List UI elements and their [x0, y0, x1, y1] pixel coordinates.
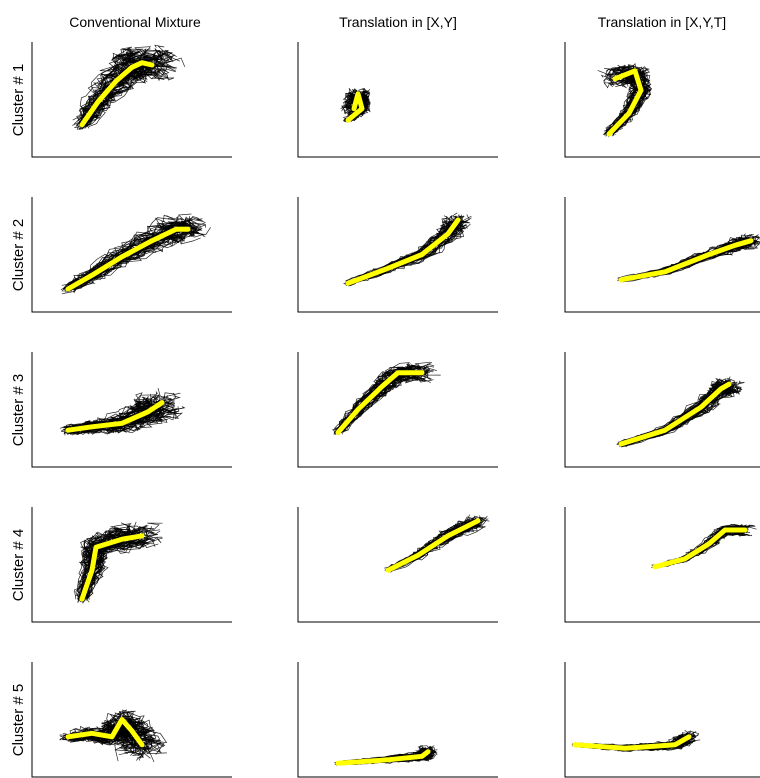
column-title-translation-xy: Translation in [X,Y] [339, 14, 457, 30]
cluster-mean-curve [385, 518, 481, 573]
panel-2-5 [297, 662, 498, 778]
trajectory-curve [78, 51, 141, 123]
panel-1-2 [31, 197, 232, 313]
trajectory-curve [78, 47, 132, 124]
row-label-cluster-3: Cluster # 3 [10, 374, 27, 447]
panel-axes [31, 662, 232, 778]
panel-axes [31, 197, 232, 313]
cluster-mean-curve [335, 749, 431, 766]
row-label-cluster-1: Cluster # 1 [10, 64, 27, 137]
column-title-conventional-mixture: Conventional Mixture [69, 14, 201, 30]
trajectory-curve [68, 220, 189, 288]
trajectory-curve [88, 66, 166, 127]
cluster-mean-curve [65, 400, 165, 433]
cluster-mean-curve [345, 91, 365, 123]
panel-3-4 [564, 507, 760, 623]
panel-axes [297, 42, 498, 158]
column-title-translation-xyt: Translation in [X,Y,T] [598, 14, 726, 30]
panel-1-5 [31, 662, 232, 778]
trajectory-curve [66, 407, 185, 435]
trajectory-curve [74, 227, 211, 289]
trajectory-curve [336, 373, 423, 434]
cluster-mean-curve [335, 370, 425, 435]
row-label-cluster-5: Cluster # 5 [10, 684, 27, 757]
panel-grid [31, 42, 760, 778]
trajectory-curve [84, 543, 159, 603]
trajectory-curve [66, 215, 176, 289]
panel-axes [297, 507, 498, 623]
trajectory-curve [68, 388, 161, 432]
panel-3-1 [564, 42, 760, 158]
trajectory-curve [72, 228, 197, 290]
trajectory-curve [72, 409, 168, 435]
cluster-mean-curve [652, 527, 748, 570]
panel-axes [31, 352, 232, 468]
trajectory-curve [387, 525, 486, 572]
trajectory-curve [72, 48, 144, 121]
cluster-mean-curve [618, 238, 754, 283]
cluster-mean-curve [572, 734, 692, 751]
panel-axes [564, 352, 760, 468]
trajectory-curve [340, 372, 427, 433]
trajectory-curve [617, 236, 742, 279]
panel-2-4 [297, 507, 498, 623]
panel-3-5 [564, 662, 760, 778]
trajectory-curve [390, 524, 486, 573]
panel-2-3 [297, 352, 498, 468]
panel-axes [564, 42, 760, 158]
panel-axes [31, 42, 232, 158]
trajectory-curve [76, 526, 126, 598]
cluster-mean-curve [65, 226, 191, 292]
trajectory-curve [345, 223, 448, 284]
panel-1-4 [31, 507, 232, 623]
cluster-mean-curve [79, 533, 145, 602]
panel-2-1 [297, 42, 498, 158]
trajectory-curve [348, 217, 458, 282]
trajectory-curve [345, 212, 458, 282]
trajectory-curve [348, 224, 468, 287]
panel-2-2 [297, 197, 498, 313]
panel-axes [297, 197, 498, 313]
panel-1-1 [31, 42, 232, 158]
panel-axes [564, 507, 760, 623]
trajectory-curve [73, 725, 150, 758]
trajectory-curve [608, 68, 641, 135]
trajectory-curve [336, 365, 426, 434]
trajectory-curve [616, 386, 722, 445]
trajectory-curve [618, 234, 743, 280]
trajectory-curve [350, 214, 463, 282]
panel-3-2 [564, 197, 760, 313]
cluster-mean-curve [65, 717, 145, 748]
cluster-mean-curve [606, 68, 644, 137]
cluster-mean-curve [79, 60, 155, 128]
panel-axes [31, 507, 232, 623]
cluster-mean-curve [345, 217, 461, 286]
trajectory-curve [340, 374, 432, 435]
trajectory-curve [82, 525, 141, 596]
trajectory-curve [620, 233, 754, 279]
trajectory-curve [625, 387, 743, 448]
panel-axes [564, 197, 760, 313]
panel-axes [297, 352, 498, 468]
trajectory-curve [619, 383, 722, 445]
panel-axes [297, 662, 498, 778]
panel-3-3 [564, 352, 760, 468]
trajectory-curve [348, 216, 457, 283]
panel-axes [564, 662, 760, 778]
row-label-cluster-2: Cluster # 2 [10, 219, 27, 292]
trajectory-curve [384, 514, 470, 569]
panel-1-3 [31, 352, 232, 468]
trajectory-curve [83, 67, 170, 129]
trajectory-curve [387, 516, 474, 570]
cluster-mean-curve [618, 381, 732, 447]
trajectory-curve [74, 523, 132, 600]
row-label-cluster-4: Cluster # 4 [10, 529, 27, 602]
trajectory-curve [621, 380, 729, 443]
